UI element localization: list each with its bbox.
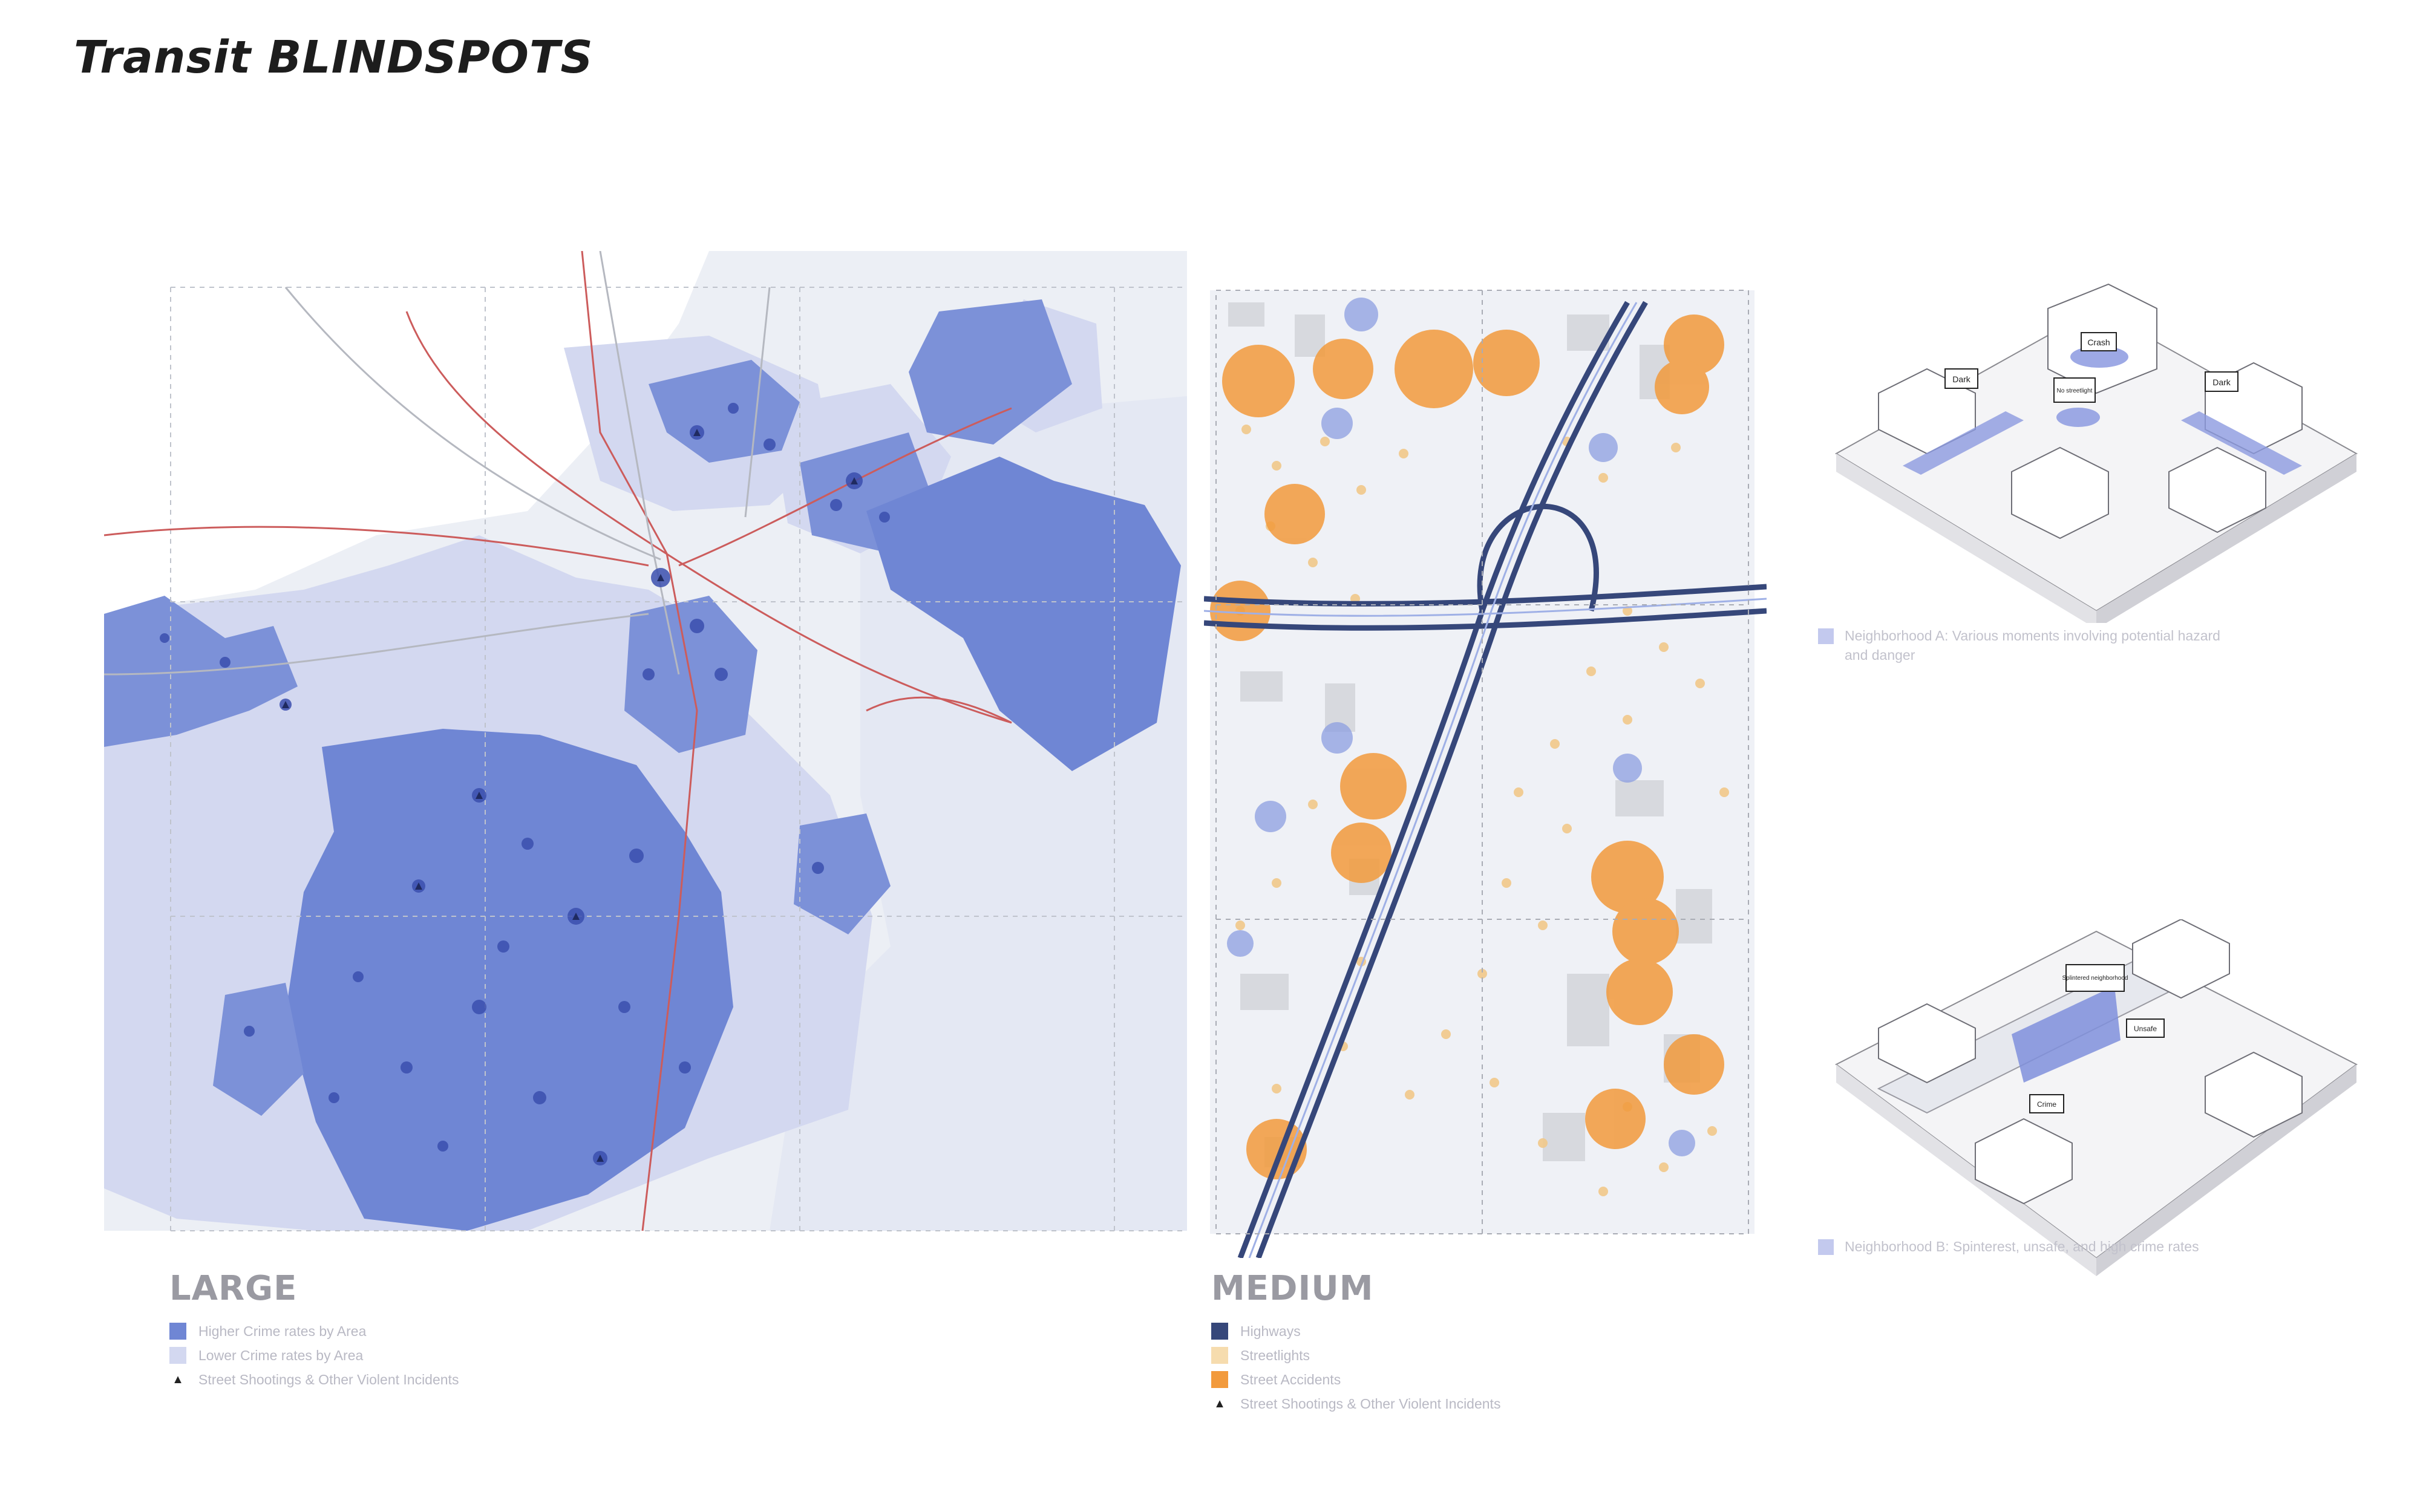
high-crime-area: [286, 729, 733, 1231]
high-crime-area: [866, 457, 1181, 771]
legend-label: Highways: [1240, 1323, 1301, 1339]
callout-no-streetlight: No streetlight: [2057, 388, 2093, 394]
callout-dark-left: Dark: [1952, 374, 1971, 384]
accident-swatch: [1211, 1371, 1228, 1388]
callout-splintered-neighborhood: Splintered neighborhood: [2062, 975, 2128, 982]
low-crime-swatch: [169, 1347, 186, 1364]
legend-item: Highways: [1211, 1319, 1500, 1343]
medium-heading: MEDIUM: [1211, 1269, 1374, 1308]
neighborhood-swatch: [1818, 1239, 1834, 1255]
callout-crash: Crash: [2087, 337, 2110, 347]
high-crime-swatch: [169, 1323, 186, 1340]
page-title: Transit BLINDSPOTS: [74, 31, 594, 83]
legend-label: Streetlights: [1240, 1347, 1310, 1363]
legend-label: Street Shootings & Other Violent Inciden…: [198, 1371, 459, 1387]
callout-dark-right: Dark: [2212, 377, 2231, 387]
high-crime-area: [213, 983, 304, 1116]
streetlight-swatch: [1211, 1347, 1228, 1364]
triangle-icon: ▲: [172, 1372, 184, 1386]
legend-item: Street Accidents: [1211, 1367, 1500, 1392]
legend-label: Street Accidents: [1240, 1371, 1341, 1387]
legend-item: Lower Crime rates by Area: [169, 1343, 459, 1367]
legend-item: ▲ Street Shootings & Other Violent Incid…: [169, 1367, 459, 1392]
legend-item: ▲ Street Shootings & Other Violent Incid…: [1211, 1392, 1500, 1416]
large-heading: LARGE: [169, 1269, 298, 1308]
legend-item: Higher Crime rates by Area: [169, 1319, 459, 1343]
neighborhood-a-legend: Neighborhood A: Various moments involvin…: [1818, 626, 2242, 665]
legend-label: Higher Crime rates by Area: [198, 1323, 367, 1339]
neighborhood-b-legend: Neighborhood B: Spinterest, unsafe, and …: [1818, 1237, 2254, 1256]
triangle-icon: ▲: [1214, 1396, 1226, 1410]
high-crime-area: [624, 596, 757, 753]
neighborhood-b-isometric: Splintered neighborhood Unsafe Crime: [1830, 918, 2363, 1282]
high-crime-area: [649, 360, 800, 463]
large-legend: LARGE Higher Crime rates by Area Lower C…: [169, 1269, 459, 1392]
legend-label: Lower Crime rates by Area: [198, 1347, 364, 1363]
legend-item: Streetlights: [1211, 1343, 1500, 1367]
neighborhood-swatch: [1818, 628, 1834, 644]
large-scale-crime-map: [103, 250, 1187, 1276]
high-crime-area: [794, 813, 891, 934]
neighborhood-a-isometric: Dark Crash No streetlight Dark: [1830, 272, 2363, 629]
callout-crime: Crime: [2037, 1100, 2056, 1109]
high-crime-area: [909, 299, 1072, 445]
medium-scale-accident-map: [1203, 248, 1767, 1259]
neighborhood-a-note: Neighborhood A: Various moments involvin…: [1845, 628, 2220, 663]
medium-legend: MEDIUM Highways Streetlights Street Acci…: [1211, 1269, 1500, 1416]
legend-label: Street Shootings & Other Violent Inciden…: [1240, 1395, 1501, 1412]
neighborhood-b-note: Neighborhood B: Spinterest, unsafe, and …: [1845, 1239, 2199, 1254]
highway-swatch: [1211, 1323, 1228, 1340]
callout-unsafe: Unsafe: [2134, 1025, 2157, 1033]
